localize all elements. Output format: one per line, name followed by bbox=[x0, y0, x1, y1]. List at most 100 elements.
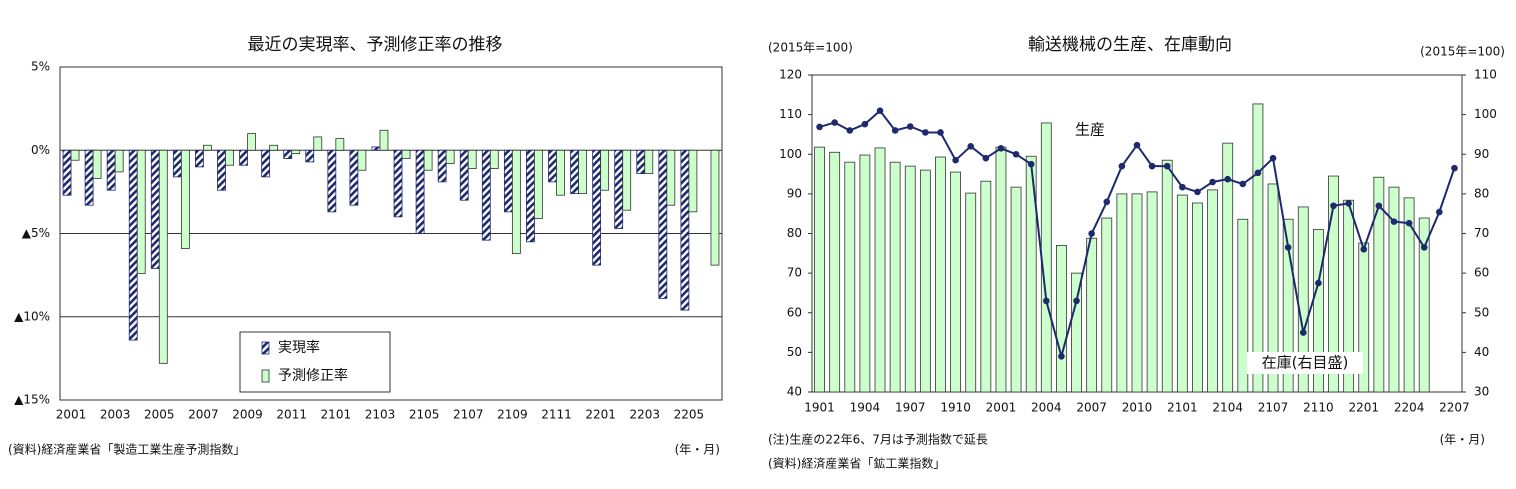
x-tick-label: 2010 bbox=[1122, 401, 1153, 415]
bar bbox=[445, 149, 455, 164]
bar bbox=[950, 171, 962, 393]
bar bbox=[180, 149, 190, 249]
y-tick-label: 90 bbox=[787, 186, 802, 200]
marker bbox=[1254, 169, 1262, 177]
x-tick-label: 1907 bbox=[895, 401, 926, 415]
bar bbox=[305, 149, 315, 163]
marker bbox=[1436, 208, 1443, 216]
bar bbox=[622, 149, 632, 211]
marker bbox=[1194, 188, 1201, 196]
bar bbox=[1116, 193, 1128, 393]
bar bbox=[592, 149, 602, 266]
marker bbox=[1073, 297, 1080, 305]
bar bbox=[935, 156, 946, 393]
bar bbox=[415, 149, 425, 234]
x-tick-label: 2201 bbox=[1348, 401, 1379, 415]
bar bbox=[247, 133, 256, 151]
x-tick-label: 2005 bbox=[144, 408, 175, 422]
marker bbox=[861, 120, 869, 128]
bar bbox=[600, 149, 610, 191]
x-tick-label: 2007 bbox=[1076, 401, 1107, 415]
x-tick-label: 2009 bbox=[232, 408, 263, 422]
y-tick-label: ▲10% bbox=[14, 309, 50, 323]
bar bbox=[239, 149, 248, 166]
x-tick-label: 2007 bbox=[188, 408, 219, 422]
bar bbox=[1056, 244, 1067, 393]
bar bbox=[511, 149, 521, 254]
y2-tick-label: 30 bbox=[1474, 385, 1489, 399]
x-axis-label: (年・月) bbox=[675, 443, 720, 457]
bar bbox=[556, 149, 565, 196]
bar bbox=[980, 180, 992, 393]
marker bbox=[846, 127, 854, 134]
x-tick-label: 2201 bbox=[585, 408, 616, 422]
marker bbox=[1043, 297, 1050, 305]
marker bbox=[891, 127, 899, 134]
bar bbox=[114, 149, 124, 173]
bar bbox=[128, 149, 138, 341]
bar bbox=[313, 136, 323, 151]
x-tick-label: 2207 bbox=[1439, 401, 1470, 415]
bar bbox=[401, 149, 411, 159]
chart-title: 最近の実現率、予測修正率の推移 bbox=[248, 35, 503, 55]
x-tick-label: 1904 bbox=[850, 401, 881, 415]
bar bbox=[371, 146, 381, 151]
y-tick-label: 5% bbox=[31, 60, 50, 74]
bar bbox=[1267, 183, 1279, 393]
marker bbox=[1224, 175, 1231, 183]
bar bbox=[1161, 159, 1173, 393]
bar bbox=[70, 149, 80, 161]
y-tick-label: 110 bbox=[779, 107, 802, 121]
bar bbox=[844, 161, 856, 393]
x-tick-label: 2001 bbox=[986, 401, 1017, 415]
bar bbox=[534, 149, 543, 219]
bar bbox=[1071, 272, 1082, 393]
bar bbox=[269, 144, 279, 151]
y-tick-label: 120 bbox=[779, 68, 802, 82]
bar bbox=[335, 138, 345, 151]
marker bbox=[1239, 180, 1247, 188]
bar bbox=[217, 149, 226, 191]
y-tick-label: 100 bbox=[779, 147, 802, 161]
x-tick-label: 2205 bbox=[674, 408, 705, 422]
y-tick-label: ▲5% bbox=[22, 226, 50, 240]
bar bbox=[291, 149, 301, 154]
legend-label: 予測修正率 bbox=[278, 367, 348, 384]
bar bbox=[437, 149, 447, 183]
bar bbox=[829, 151, 841, 393]
y-tick-label: 70 bbox=[787, 266, 802, 280]
y2-tick-label: 40 bbox=[1474, 345, 1489, 359]
source-note: (資料)経済産業省「製造工業生産予測指数」 bbox=[8, 442, 245, 457]
bar bbox=[1282, 218, 1294, 393]
x-tick-label: 2103 bbox=[365, 408, 396, 422]
marker bbox=[1058, 353, 1065, 360]
marker bbox=[1209, 178, 1216, 186]
marker bbox=[1360, 246, 1368, 253]
bar bbox=[172, 149, 182, 178]
bar bbox=[1131, 193, 1143, 393]
bar bbox=[467, 149, 477, 169]
bar bbox=[1146, 191, 1158, 393]
y2-tick-label: 80 bbox=[1474, 186, 1489, 200]
marker bbox=[1315, 279, 1322, 287]
bar bbox=[919, 169, 931, 393]
marker bbox=[816, 123, 823, 131]
bar bbox=[92, 149, 102, 179]
marker bbox=[906, 123, 914, 130]
bar bbox=[261, 149, 271, 178]
bar bbox=[1418, 217, 1430, 393]
x-tick-label: 2004 bbox=[1031, 401, 1062, 415]
x-tick-label: 2011 bbox=[276, 408, 307, 422]
bar bbox=[283, 149, 293, 159]
x-tick-label: 2001 bbox=[56, 408, 87, 422]
bar bbox=[1403, 197, 1415, 393]
y-tick-label: 60 bbox=[787, 305, 802, 319]
y-tick-label: 80 bbox=[787, 226, 802, 240]
marker bbox=[1405, 219, 1413, 227]
bar bbox=[710, 149, 720, 266]
bar bbox=[644, 149, 654, 174]
bar bbox=[1101, 217, 1113, 393]
x-axis-label: (年・月) bbox=[1440, 433, 1485, 447]
marker bbox=[1284, 244, 1292, 251]
